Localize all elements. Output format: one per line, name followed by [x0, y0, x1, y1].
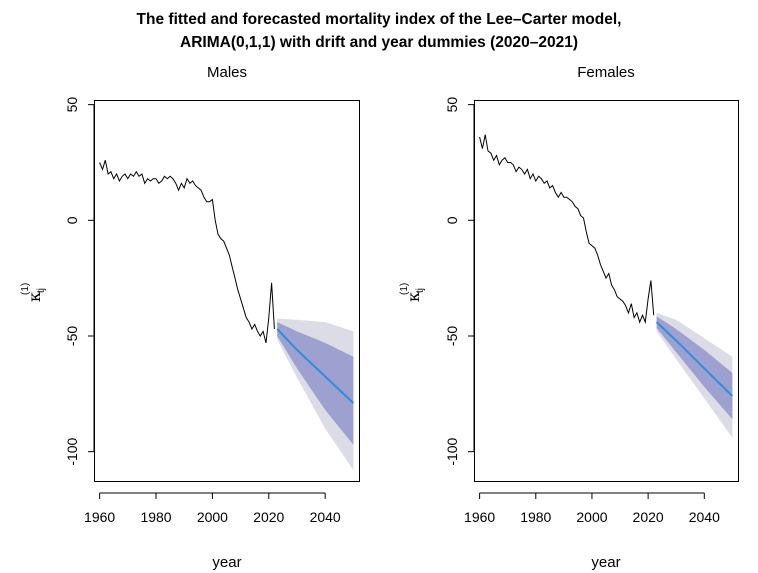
y-tick-label: -100: [64, 437, 80, 465]
ylabel-subscript-males: tj: [36, 288, 47, 293]
ylabel-females: κ tj (1): [399, 283, 426, 302]
plot-box: [94, 100, 360, 482]
x-tick-label: 1960: [464, 509, 495, 525]
x-tick-label: 2040: [689, 509, 720, 525]
x-tick-label: 2000: [197, 509, 228, 525]
y-tick-label: 50: [64, 97, 80, 113]
x-tick-label: 2020: [253, 509, 284, 525]
y-tick-label: -50: [64, 326, 80, 346]
x-tick-label: 2040: [310, 509, 341, 525]
forecast-mean-line: [655, 321, 734, 397]
axes-females: 1960 1980 2000 2020 2040 -100 -50 0 50: [444, 97, 739, 525]
x-tick-label: 1980: [140, 509, 171, 525]
forecast-band-80: [656, 316, 733, 420]
x-tick-label: 2020: [633, 509, 664, 525]
forecast-bands-females: [656, 312, 733, 438]
forecast-band-80: [277, 322, 354, 445]
figure-title-line2: ARIMA(0,1,1) with drift and year dummies…: [180, 34, 578, 51]
axes-males: 1960 1980 2000 2020 2040 -100 -50 0 50: [64, 97, 360, 525]
historical-line: [99, 160, 275, 344]
panel-title-males: Males: [207, 64, 247, 81]
forecast-mean-line: [276, 328, 355, 404]
ylabel-superscript-males: (1): [20, 283, 31, 295]
xlabel-females: year: [591, 554, 620, 571]
figure-title-line1: The fitted and forecasted mortality inde…: [137, 11, 622, 28]
ylabel-symbol-females: κ: [404, 292, 423, 302]
y-tick-label: 50: [444, 97, 460, 113]
plot-box: [474, 100, 739, 482]
y-tick-label: 0: [64, 216, 80, 224]
series-lines-males: [99, 160, 355, 404]
panel-title-females: Females: [577, 64, 635, 81]
panel-males: Males 1960 1980 2000 2020 2040 -100 -50 0 50 yea…: [20, 64, 360, 571]
ylabel-symbol-males: κ: [25, 292, 44, 302]
ylabel-subscript-females: tj: [415, 288, 426, 293]
series-lines-females: [479, 134, 734, 397]
ylabel-males: κ tj (1): [20, 283, 47, 302]
y-tick-label: -100: [444, 437, 460, 465]
x-tick-label: 1980: [520, 509, 551, 525]
historical-line: [479, 134, 655, 325]
y-tick-label: 0: [444, 216, 460, 224]
y-tick-label: -50: [444, 326, 460, 346]
x-tick-label: 1960: [84, 509, 115, 525]
ylabel-superscript-females: (1): [399, 283, 410, 295]
forecast-bands-males: [277, 318, 354, 471]
x-tick-label: 2000: [576, 509, 607, 525]
xlabel-males: year: [212, 554, 241, 571]
panel-females: Females 1960 1980 2000 2020 2040 -100 -50 0 50 y…: [399, 64, 739, 571]
